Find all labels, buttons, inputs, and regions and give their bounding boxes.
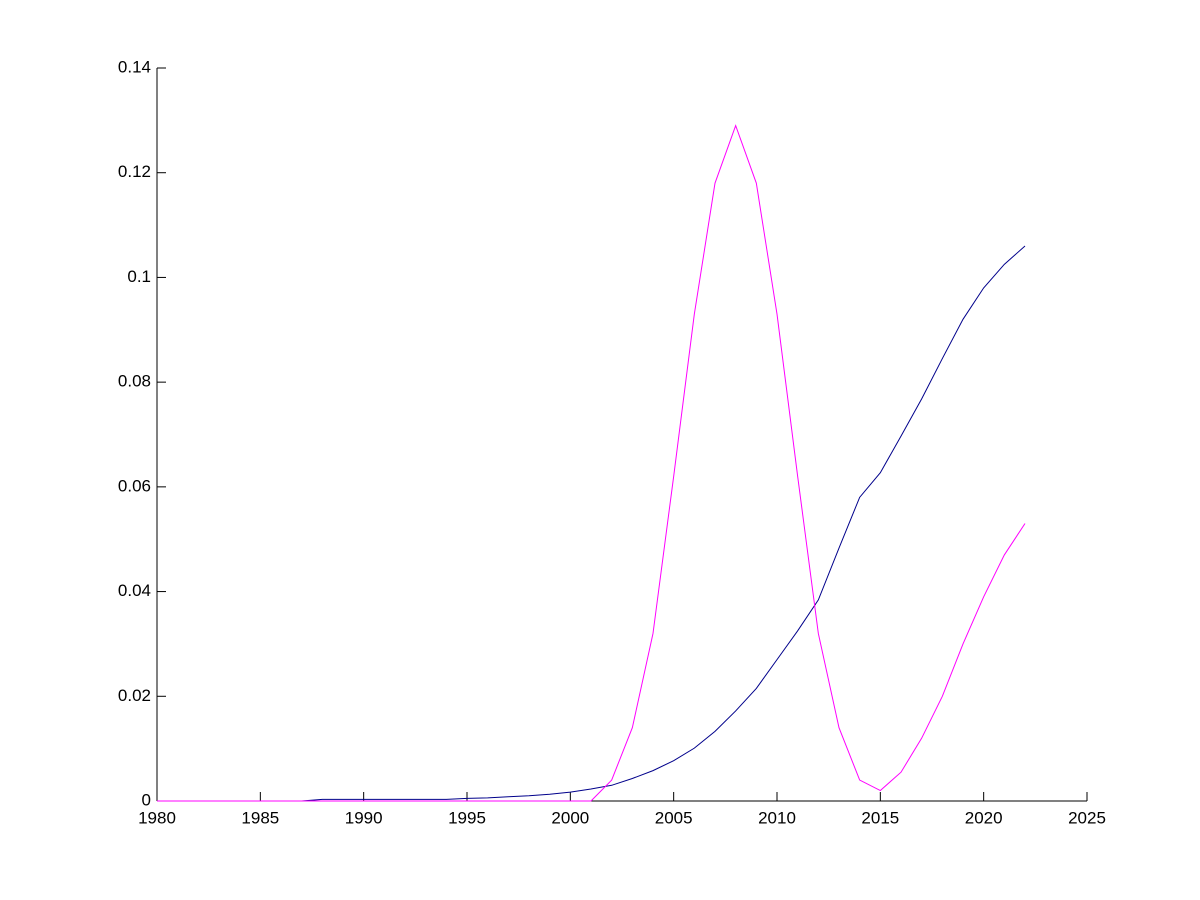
x-tick-label: 2000 [551, 808, 589, 827]
x-tick-label: 1985 [241, 808, 279, 827]
y-tick-label: 0 [142, 790, 151, 809]
x-tick-label: 2025 [1068, 808, 1106, 827]
y-tick-label: 0.06 [118, 476, 151, 495]
x-tick-label: 1990 [345, 808, 383, 827]
y-tick-label: 0.08 [118, 372, 151, 391]
x-tick-label: 2005 [655, 808, 693, 827]
x-tick-label: 2020 [965, 808, 1003, 827]
x-tick-label: 1980 [138, 808, 176, 827]
y-tick-label: 0.1 [127, 267, 151, 286]
y-tick-label: 0.12 [118, 162, 151, 181]
line [157, 124, 1026, 802]
x-tick-label: 2010 [758, 808, 796, 827]
y-tick-label: 0.04 [118, 581, 151, 600]
x-tick-label: 2015 [861, 808, 899, 827]
y-tick-label: 0.14 [118, 57, 151, 76]
line [157, 245, 1026, 802]
x-tick-label: 1995 [448, 808, 486, 827]
y-tick-label: 0.02 [118, 686, 151, 705]
